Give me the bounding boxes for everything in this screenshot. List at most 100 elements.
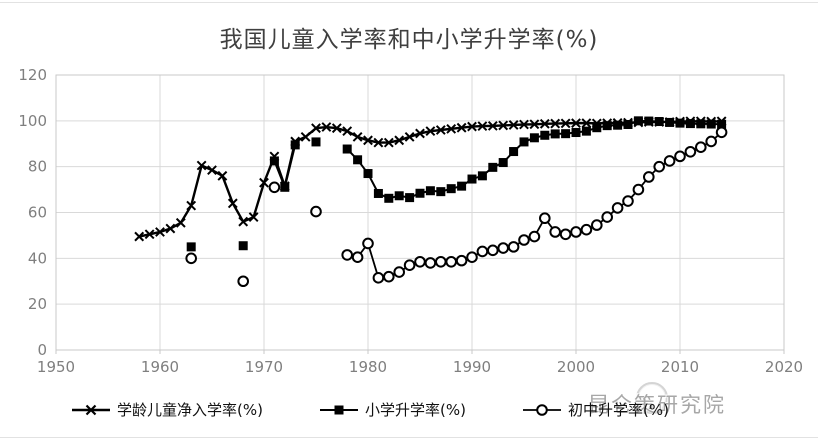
circle-marker-line-icon <box>522 403 561 416</box>
x-cross-marker-icon <box>550 118 561 129</box>
square-marker-icon <box>186 242 196 252</box>
legend-label-primary-advance: 小学升学率(%) <box>365 401 466 419</box>
square-marker-icon <box>561 129 571 139</box>
circle-marker-icon <box>507 241 520 253</box>
circle-marker-icon <box>487 244 499 257</box>
y-tick-label: 100 <box>18 112 47 130</box>
square-marker-line-icon <box>320 405 359 414</box>
circle-marker-icon <box>643 171 655 183</box>
square-marker-icon <box>405 193 415 203</box>
x-cross-marker-icon <box>560 118 571 129</box>
square-marker-icon <box>373 188 383 198</box>
x-tick-label: 1960 <box>141 358 179 376</box>
circle-marker-icon <box>466 251 478 263</box>
x-cross-marker-icon <box>155 227 165 237</box>
square-marker-icon <box>384 193 394 203</box>
circle-marker-icon <box>528 230 541 243</box>
x-cross-marker-icon <box>425 126 436 137</box>
x-cross-marker-icon <box>134 231 145 242</box>
gridlines <box>56 75 784 350</box>
square-marker-icon <box>425 186 435 196</box>
x-cross-marker-icon <box>529 119 540 130</box>
square-marker-icon <box>353 155 363 165</box>
square-marker-icon <box>311 137 321 147</box>
square-marker-icon <box>665 117 675 127</box>
square-marker-icon <box>498 158 508 168</box>
circle-marker-icon <box>403 259 416 272</box>
circle-marker-icon <box>393 266 406 278</box>
x-cross-marker-icon <box>238 216 249 227</box>
square-marker-icon <box>477 171 487 181</box>
square-marker-icon <box>280 182 290 192</box>
chart-title: 我国儿童入学率和中小学升学率(%) <box>219 27 599 53</box>
circle-marker-icon <box>705 135 718 148</box>
circle-marker-icon <box>684 145 697 158</box>
series-2-filled-square <box>186 116 727 252</box>
square-marker-icon <box>540 130 550 140</box>
x-tick-label: 2000 <box>557 358 595 376</box>
x-cross-marker-icon <box>383 137 394 148</box>
circle-marker-icon <box>414 255 426 268</box>
watermark-text: 昆仑策研究院 <box>588 393 726 417</box>
square-marker-icon <box>519 137 529 147</box>
square-marker-icon <box>457 181 467 191</box>
circle-marker-icon <box>580 223 593 236</box>
circle-marker-icon <box>518 234 530 246</box>
square-marker-icon <box>592 123 602 133</box>
x-cross-marker-icon <box>539 118 550 129</box>
x-axis-labels: 1950 1960 1970 1980 1990 2000 2010 2020 <box>37 350 803 376</box>
circle-marker-icon <box>310 205 322 218</box>
circle-marker-icon <box>372 272 385 284</box>
x-cross-marker-icon <box>581 118 592 129</box>
top-divider <box>0 2 818 3</box>
square-marker-icon <box>415 188 425 198</box>
x-cross-marker-icon <box>456 122 467 133</box>
x-cross-marker-icon <box>217 170 228 181</box>
circle-marker-icon <box>383 270 395 283</box>
x-tick-label: 1950 <box>37 358 75 376</box>
x-cross-marker-icon <box>196 160 207 171</box>
series-3-open-circle <box>185 126 728 288</box>
legend-item-net-enrollment: 学龄儿童净入学率(%) <box>71 399 263 420</box>
circle-marker-icon <box>268 181 281 194</box>
x-cross-marker-icon <box>498 120 509 131</box>
square-marker-icon <box>394 191 404 201</box>
square-marker-icon <box>717 119 727 129</box>
circle-marker-icon <box>455 254 468 267</box>
circle-marker-icon <box>695 141 707 153</box>
y-tick-label: 40 <box>28 249 47 267</box>
x-cross-marker-icon <box>435 125 446 135</box>
x-cross-marker-icon <box>331 123 342 134</box>
circle-marker-icon <box>622 195 634 207</box>
y-tick-label: 0 <box>37 341 47 359</box>
square-marker-icon <box>571 128 581 138</box>
circle-marker-icon <box>341 249 354 261</box>
x-tick-label: 2020 <box>765 358 803 376</box>
x-cross-marker-icon <box>165 223 176 234</box>
x-cross-marker-icon <box>311 123 321 134</box>
square-marker-icon <box>290 140 300 150</box>
square-marker-icon <box>446 184 456 194</box>
y-tick-label: 80 <box>28 158 47 176</box>
x-cross-marker-icon <box>144 229 155 240</box>
x-marker-line-icon <box>72 404 111 415</box>
circle-marker-icon <box>351 251 364 263</box>
square-marker-icon <box>550 129 560 139</box>
circle-marker-icon <box>601 211 614 223</box>
square-marker-icon <box>654 117 664 127</box>
x-cross-marker-icon <box>446 123 457 134</box>
circle-marker-icon <box>539 212 551 225</box>
circle-marker-icon <box>559 228 572 241</box>
x-cross-marker-icon <box>227 198 238 209</box>
circle-marker-icon <box>570 226 582 238</box>
square-marker-icon <box>509 147 519 157</box>
circle-marker-icon <box>632 183 645 196</box>
square-marker-icon <box>342 144 352 154</box>
circle-marker-icon <box>476 245 489 258</box>
square-marker-icon <box>706 119 716 129</box>
y-tick-label: 20 <box>28 295 47 313</box>
y-axis-labels: 0 20 40 60 80 100 120 <box>18 66 47 359</box>
x-tick-label: 1990 <box>453 358 491 376</box>
x-cross-marker-icon <box>259 177 269 188</box>
x-cross-marker-icon <box>248 212 259 222</box>
